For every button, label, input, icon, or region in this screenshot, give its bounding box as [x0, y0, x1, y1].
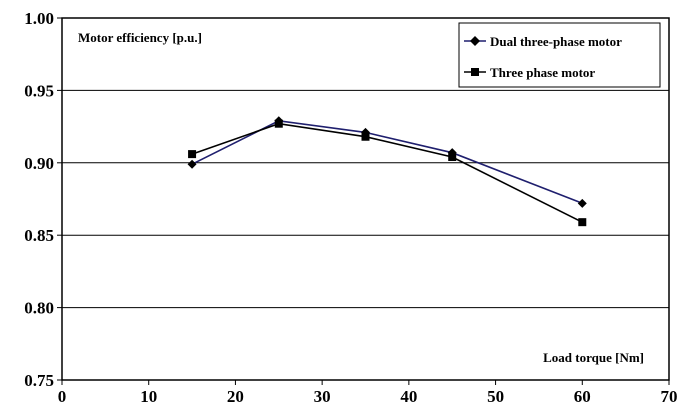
data-point-square [448, 153, 457, 162]
x-tick-label: 0 [58, 387, 67, 406]
y-axis-ticks: 0.75 0.80 0.85 0.90 0.95 1.00 [24, 9, 62, 390]
legend-label-dual: Dual three-phase motor [490, 34, 622, 49]
data-point-square [578, 218, 587, 227]
x-tick-label: 40 [400, 387, 417, 406]
x-tick-label: 50 [487, 387, 504, 406]
y-tick-label: 0.95 [24, 81, 54, 100]
data-point-square [274, 119, 283, 128]
y-tick-label: 0.90 [24, 154, 54, 173]
legend-square-marker [471, 68, 479, 76]
x-axis-ticks: 0 10 20 30 40 50 60 70 [58, 380, 678, 406]
series-line-2 [191, 122, 583, 223]
x-tick-label: 20 [227, 387, 244, 406]
y-tick-label: 0.80 [24, 299, 54, 318]
legend-diamond-marker [470, 36, 480, 46]
gridlines [62, 89, 669, 309]
data-point-square [361, 132, 370, 141]
x-tick-label: 10 [140, 387, 157, 406]
data-point-diamond [187, 159, 197, 169]
x-axis-label: Load torque [Nm] [543, 350, 644, 365]
x-tick-label: 30 [314, 387, 331, 406]
legend-label-three: Three phase motor [490, 65, 595, 80]
y-tick-label: 1.00 [24, 9, 54, 28]
plot-area-frame [61, 17, 670, 381]
series-layer [187, 116, 587, 227]
y-axis-label: Motor efficiency [p.u.] [78, 30, 202, 45]
legend: Dual three-phase motor Three phase motor [458, 22, 661, 88]
x-tick-label: 60 [574, 387, 591, 406]
data-point-square [188, 150, 197, 159]
x-tick-label: 70 [661, 387, 678, 406]
y-tick-label: 0.85 [24, 226, 54, 245]
y-tick-label: 0.75 [24, 371, 54, 390]
data-point-diamond [577, 198, 587, 208]
legend-box [458, 22, 661, 88]
